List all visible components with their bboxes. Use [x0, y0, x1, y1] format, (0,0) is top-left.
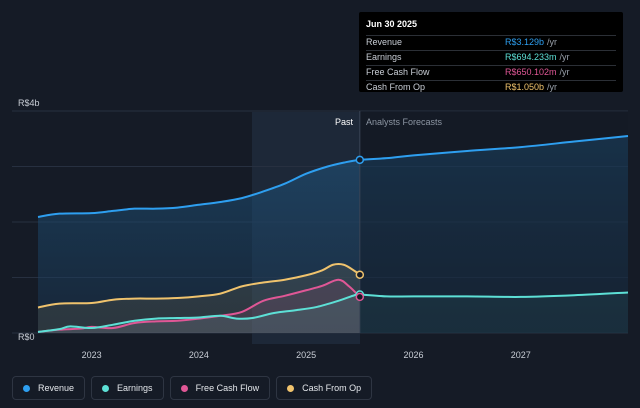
tooltip-unit: /yr — [559, 67, 570, 77]
legend-label: Earnings — [117, 383, 153, 393]
tooltip-unit: /yr — [559, 52, 570, 62]
x-tick-label: 2023 — [82, 350, 102, 360]
tooltip-label: Cash From Op — [366, 82, 426, 92]
past-label: Past — [335, 117, 354, 127]
free-cash-flow-area — [38, 279, 360, 333]
legend: Revenue Earnings Free Cash Flow Cash Fro… — [12, 376, 373, 400]
forecast-label: Analysts Forecasts — [366, 117, 443, 127]
revenue-marker — [355, 155, 365, 165]
tooltip-row-free-cash-flow: Free Cash Flow R$650.102m /yr — [366, 65, 616, 80]
earnings-dot-icon — [102, 384, 110, 392]
x-tick-label: 2025 — [296, 350, 316, 360]
tooltip-unit: /yr — [547, 37, 558, 47]
free-cash-flow-dot-icon — [180, 384, 188, 392]
legend-label: Revenue — [38, 383, 75, 393]
tooltip-label: Free Cash Flow — [366, 67, 430, 77]
tooltip-value: R$694.233m — [505, 52, 557, 62]
earnings-area — [38, 292, 628, 333]
x-axis-ticks: 2023 2024 2025 2026 2027 — [82, 350, 531, 360]
y-axis-bottom-label: R$0 — [18, 332, 35, 342]
tooltip-row-revenue: Revenue R$3.129b /yr — [366, 35, 616, 50]
tooltip-value: R$650.102m — [505, 67, 557, 77]
legend-item-revenue[interactable]: Revenue — [12, 376, 86, 400]
tooltip: Jun 30 2025 Revenue R$3.129b /yr Earning… — [359, 12, 623, 92]
series-areas — [38, 111, 628, 333]
cash-from-op-line — [37, 263, 361, 309]
tooltip-row-cash-from-op: Cash From Op R$1.050b /yr — [366, 80, 616, 95]
tooltip-label: Revenue — [366, 37, 403, 47]
legend-item-free-cash-flow[interactable]: Free Cash Flow — [169, 376, 271, 400]
revenue-dot-icon — [23, 384, 30, 392]
forecast-overlay — [359, 111, 628, 333]
tooltip-row-earnings: Earnings R$694.233m /yr — [366, 50, 616, 65]
revenue-area — [38, 135, 628, 333]
legend-item-cash-from-op[interactable]: Cash From Op — [276, 376, 373, 400]
earnings-line — [37, 291, 629, 333]
series-lines — [37, 134, 629, 333]
tooltip-date: Jun 30 2025 — [366, 19, 418, 29]
x-tick-label: 2026 — [403, 350, 423, 360]
cash-from-op-dot-icon — [287, 384, 295, 392]
tooltip-value: R$3.129b — [505, 37, 545, 47]
free-cash-flow-marker — [355, 292, 365, 302]
cash-from-op-marker — [355, 270, 365, 279]
y-axis-top-label: R$4b — [18, 98, 40, 108]
tooltip-unit: /yr — [547, 82, 558, 92]
legend-item-earnings[interactable]: Earnings — [91, 376, 164, 400]
series-markers — [355, 155, 365, 302]
legend-label: Cash From Op — [302, 383, 362, 393]
x-tick-label: 2024 — [189, 350, 209, 360]
tooltip-label: Earnings — [366, 52, 402, 62]
revenue-line — [37, 134, 629, 218]
legend-label: Free Cash Flow — [195, 383, 260, 393]
x-tick-label: 2027 — [511, 350, 531, 360]
tooltip-value: R$1.050b — [505, 82, 545, 92]
